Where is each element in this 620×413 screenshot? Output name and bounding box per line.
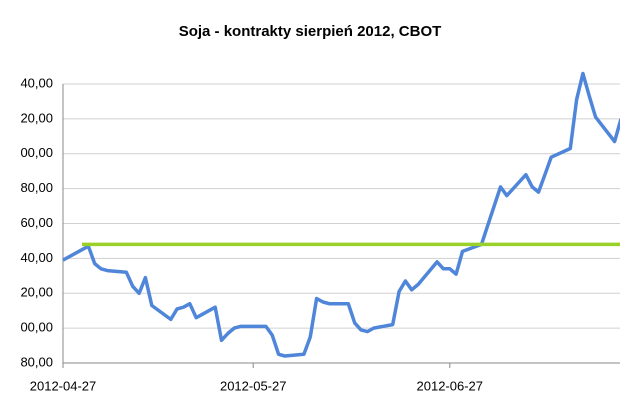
- x-tick-label: 2012-04-27: [30, 378, 97, 393]
- y-tick-label: 80,00: [20, 180, 53, 195]
- x-tick-label: 2012-05-27: [220, 378, 287, 393]
- y-tick-label: 00,00: [20, 320, 53, 335]
- line-series: [62, 71, 620, 358]
- y-tick-label: 20,00: [20, 110, 53, 125]
- y-tick-label: 20,00: [20, 285, 53, 300]
- y-tick-label: 80,00: [20, 354, 53, 369]
- y-tick-label: 40,00: [20, 250, 53, 265]
- x-tick-label: 2012-06-27: [417, 378, 484, 393]
- y-tick-label: 60,00: [20, 215, 53, 230]
- y-tick-label: 00,00: [20, 145, 53, 160]
- y-tick-label: 40,00: [20, 75, 53, 90]
- chart-title: Soja - kontrakty sierpień 2012, CBOT: [179, 23, 442, 40]
